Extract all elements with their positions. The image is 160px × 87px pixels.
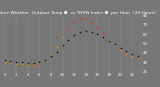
Title: Milwaukee Weather  Outdoor Temp ●  vs THSW Index ●  per Hour  (24 Hours): Milwaukee Weather Outdoor Temp ● vs THSW… (0, 11, 156, 15)
